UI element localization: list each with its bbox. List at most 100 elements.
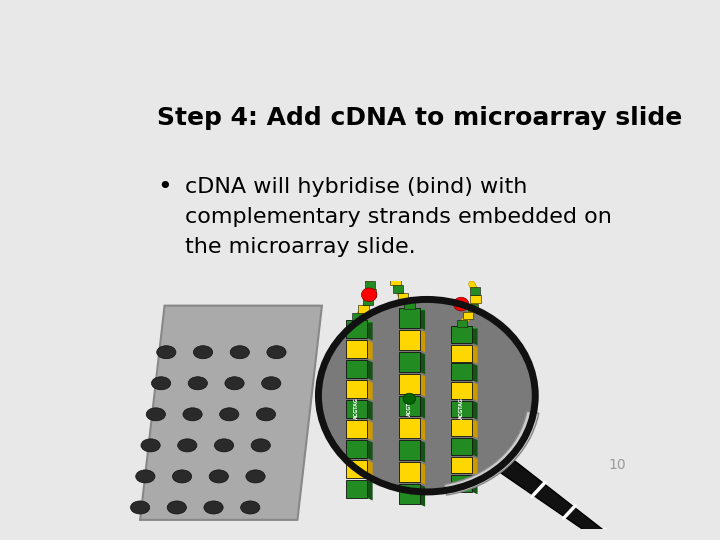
- Bar: [351, 313, 362, 321]
- Ellipse shape: [167, 501, 186, 514]
- Bar: [399, 374, 420, 394]
- Text: •: •: [157, 175, 171, 199]
- Polygon shape: [420, 352, 425, 374]
- Ellipse shape: [209, 470, 228, 483]
- Polygon shape: [472, 475, 477, 494]
- Bar: [346, 460, 367, 478]
- Bar: [451, 326, 472, 343]
- Polygon shape: [367, 400, 373, 421]
- Bar: [451, 419, 472, 436]
- Bar: [399, 308, 420, 328]
- Bar: [346, 340, 367, 358]
- Bar: [399, 484, 420, 504]
- Bar: [451, 363, 472, 380]
- Bar: [399, 396, 420, 416]
- Bar: [451, 382, 472, 399]
- Text: ACGTAG: ACGTAG: [354, 397, 359, 419]
- Text: the microarray slide.: the microarray slide.: [185, 237, 415, 257]
- Bar: [393, 285, 403, 293]
- Ellipse shape: [225, 377, 244, 390]
- Bar: [451, 401, 472, 417]
- Text: complementary strands embedded on: complementary strands embedded on: [185, 207, 612, 227]
- Bar: [346, 380, 367, 398]
- Polygon shape: [399, 308, 425, 310]
- Ellipse shape: [267, 346, 286, 359]
- Bar: [399, 418, 420, 438]
- Polygon shape: [420, 484, 425, 507]
- Text: cDNA will hybridise (bind) with: cDNA will hybridise (bind) with: [185, 177, 527, 197]
- Ellipse shape: [251, 439, 271, 452]
- Polygon shape: [498, 457, 647, 540]
- Polygon shape: [472, 363, 477, 382]
- Bar: [399, 352, 420, 372]
- Bar: [456, 320, 467, 327]
- Circle shape: [318, 299, 535, 492]
- Bar: [346, 420, 367, 438]
- Bar: [451, 456, 472, 473]
- Wedge shape: [444, 411, 539, 495]
- Ellipse shape: [178, 439, 197, 452]
- Polygon shape: [472, 438, 477, 457]
- Bar: [451, 345, 472, 361]
- Circle shape: [361, 288, 377, 302]
- Bar: [399, 330, 420, 350]
- Ellipse shape: [246, 470, 265, 483]
- Ellipse shape: [194, 346, 212, 359]
- Polygon shape: [472, 326, 477, 345]
- Ellipse shape: [157, 346, 176, 359]
- Bar: [391, 269, 401, 276]
- Polygon shape: [472, 382, 477, 401]
- Bar: [399, 440, 420, 460]
- Ellipse shape: [240, 501, 260, 514]
- Polygon shape: [472, 419, 477, 438]
- Polygon shape: [367, 360, 373, 380]
- Ellipse shape: [256, 408, 276, 421]
- Bar: [404, 301, 415, 309]
- Ellipse shape: [188, 377, 207, 390]
- Ellipse shape: [130, 501, 150, 514]
- Ellipse shape: [151, 377, 171, 390]
- Polygon shape: [367, 380, 373, 401]
- Polygon shape: [346, 320, 373, 322]
- Bar: [451, 475, 472, 492]
- Ellipse shape: [135, 470, 155, 483]
- Polygon shape: [472, 456, 477, 476]
- Polygon shape: [420, 374, 425, 396]
- Bar: [346, 480, 367, 498]
- Polygon shape: [367, 320, 373, 340]
- Circle shape: [454, 297, 469, 311]
- Polygon shape: [420, 440, 425, 463]
- Ellipse shape: [141, 439, 160, 452]
- Polygon shape: [367, 460, 373, 481]
- Bar: [365, 281, 375, 289]
- Bar: [470, 287, 480, 295]
- Ellipse shape: [204, 501, 223, 514]
- Text: 10: 10: [608, 458, 626, 472]
- Polygon shape: [367, 480, 373, 501]
- Polygon shape: [420, 462, 425, 484]
- Ellipse shape: [146, 408, 166, 421]
- Ellipse shape: [230, 346, 249, 359]
- Bar: [470, 295, 481, 303]
- Ellipse shape: [215, 439, 233, 452]
- Bar: [390, 277, 401, 285]
- Polygon shape: [451, 326, 477, 328]
- Polygon shape: [420, 396, 425, 419]
- Circle shape: [403, 393, 415, 404]
- Bar: [451, 438, 472, 455]
- Bar: [346, 440, 367, 458]
- Polygon shape: [367, 420, 373, 441]
- Bar: [346, 320, 367, 338]
- Bar: [346, 360, 367, 378]
- Polygon shape: [420, 418, 425, 441]
- Text: Step 4: Add cDNA to microarray slide: Step 4: Add cDNA to microarray slide: [157, 106, 683, 130]
- Bar: [463, 312, 474, 319]
- Ellipse shape: [261, 377, 281, 390]
- Bar: [358, 305, 369, 313]
- Ellipse shape: [173, 470, 192, 483]
- Polygon shape: [420, 330, 425, 352]
- Bar: [468, 303, 478, 311]
- Bar: [397, 293, 408, 301]
- Bar: [346, 400, 367, 418]
- Text: ACGTAG: ACGTAG: [407, 394, 412, 416]
